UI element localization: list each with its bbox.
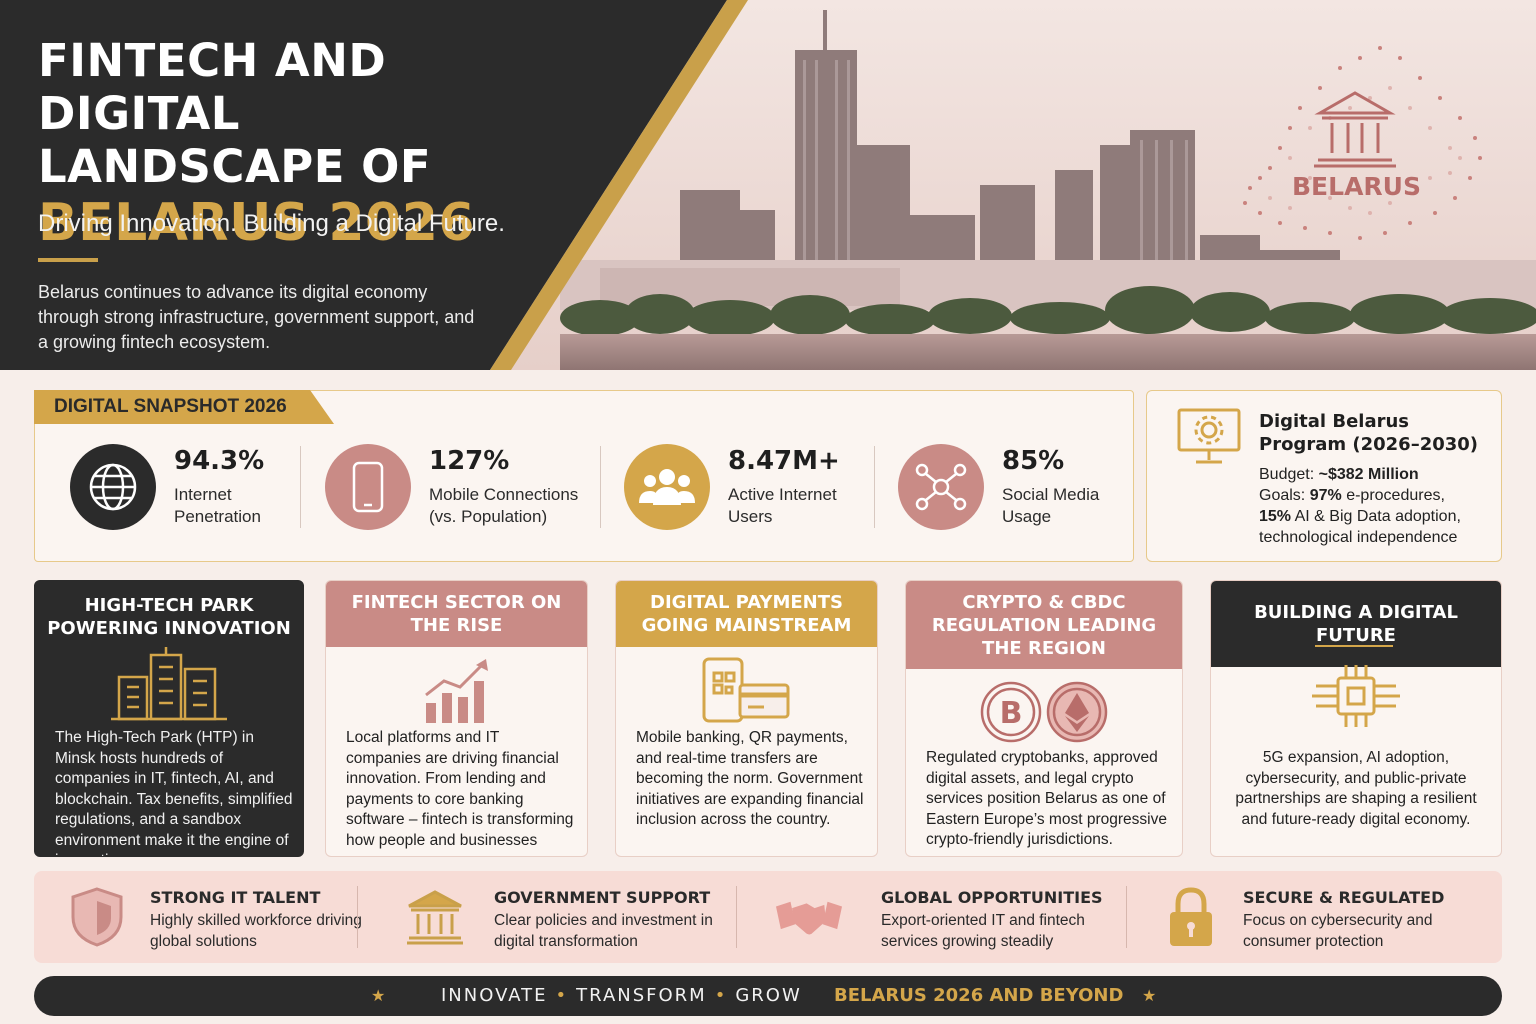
handshake-icon: [776, 884, 842, 950]
network-icon: [898, 444, 984, 530]
divider: [357, 886, 358, 948]
stat-label: Mobile Connections (vs. Population): [429, 485, 579, 526]
card-text: Local platforms and IT companies are dri…: [346, 729, 574, 856]
card-title: DIGITAL PAYMENTS GOING MAINSTREAM: [616, 581, 877, 647]
divider: [1315, 645, 1393, 647]
globe-icon: [70, 444, 156, 530]
goals-text: e-procedures,: [1346, 487, 1445, 504]
title-line-1: FINTECH AND DIGITAL: [38, 34, 387, 140]
stat-value: 94.3%: [174, 446, 265, 476]
feature-desc: Export-oriented IT and fintech services …: [881, 912, 1085, 950]
chip-icon: [1211, 661, 1501, 731]
card-crypto-cbdc: CRYPTO & CBDC REGULATION LEADING THE REG…: [905, 580, 1183, 857]
card-text: 5G expansion, AI adoption, cybersecurity…: [1235, 749, 1477, 828]
feature-title: GLOBAL OPPORTUNITIES: [881, 888, 1103, 907]
divider: [300, 446, 301, 528]
buildings-icon: [35, 647, 303, 721]
goals-label: Goals:: [1259, 487, 1306, 504]
program-details: Budget: ~$382 Million Goals: 97% e-proce…: [1259, 464, 1499, 548]
feature-desc: Clear policies and investment in digital…: [494, 912, 713, 950]
card-digital-future: BUILDING A DIGITAL FUTURE 5G expansion, …: [1210, 580, 1502, 857]
crypto-coins-icon: B: [906, 681, 1182, 743]
feature-title: SECURE & REGULATED: [1243, 888, 1445, 907]
stat-internet-penetration: 94.3% Internet Penetration: [70, 444, 300, 534]
users-icon: [624, 444, 710, 530]
goals-text: technological independence: [1259, 529, 1458, 546]
bullet-icon: •: [714, 985, 728, 1006]
card-title: FINTECH SECTOR ON THE RISE: [326, 581, 587, 647]
title-line-3: BELARUS 2026: [38, 193, 476, 253]
stat-social-media: 85% Social Media Usage: [898, 444, 1128, 534]
growth-chart-icon: [326, 657, 587, 723]
page-title: FINTECH AND DIGITAL LANDSCAPE OF BELARUS…: [38, 34, 598, 253]
program-title: Digital Belarus Program (2026–2030): [1259, 411, 1479, 455]
motto-word: TRANSFORM: [576, 985, 707, 1006]
card-text: Regulated cryptobanks, approved digital …: [926, 749, 1167, 848]
card-title: BUILDING A DIGITAL FUTURE: [1211, 581, 1501, 667]
footer-motto: INNOVATE • TRANSFORM • GROW: [441, 985, 802, 1006]
divider: [600, 446, 601, 528]
smartphone-icon: [325, 444, 411, 530]
card-fintech-sector: FINTECH SECTOR ON THE RISE Local platfor…: [325, 580, 588, 857]
features-strip: [34, 871, 1502, 963]
divider: [736, 886, 737, 948]
card-digital-payments: DIGITAL PAYMENTS GOING MAINSTREAM Mobile…: [615, 580, 878, 857]
snapshot-tab-label: DIGITAL SNAPSHOT 2026: [34, 390, 334, 424]
goals-value: 15%: [1259, 508, 1292, 525]
card-text: The High-Tech Park (HTP) in Minsk hosts …: [55, 729, 293, 856]
stat-active-users: 8.47M+ Active Internet Users: [624, 444, 864, 534]
padlock-icon: [1158, 884, 1224, 950]
svg-text:B: B: [1000, 696, 1023, 731]
stat-label: Internet Penetration: [174, 485, 261, 526]
card-title: HIGH-TECH PARK POWERING INNOVATION: [47, 595, 291, 639]
monitor-gear-icon: [1177, 408, 1241, 464]
stat-value: 8.47M+: [728, 446, 840, 476]
star-icon: ★: [1142, 988, 1157, 1005]
motto-word: INNOVATE: [441, 985, 548, 1006]
tagline: Driving Innovation. Building a Digital F…: [38, 210, 505, 237]
bullet-icon: •: [555, 985, 569, 1006]
star-icon: ★: [371, 988, 386, 1005]
footer-tagline: BELARUS 2026 AND BEYOND: [834, 985, 1124, 1006]
feature-title: GOVERNMENT SUPPORT: [494, 888, 711, 907]
feature-title: STRONG IT TALENT: [150, 888, 321, 907]
map-label: BELARUS: [1292, 172, 1421, 201]
hero-banner: BELARUS FINTECH AND DIGITAL LANDSCAPE OF…: [0, 0, 1536, 370]
budget-value: ~$382 Million: [1318, 466, 1419, 483]
card-title: CRYPTO & CBDC REGULATION LEADING THE REG…: [906, 581, 1182, 669]
goals-text: AI & Big Data adoption,: [1294, 508, 1461, 525]
goals-value: 97%: [1309, 487, 1342, 504]
title-line-2: LANDSCAPE OF: [38, 140, 432, 193]
budget-label: Budget:: [1259, 466, 1315, 483]
footer-bar: [34, 976, 1502, 1016]
card-high-tech-park: HIGH-TECH PARK POWERING INNOVATION The H…: [34, 580, 304, 857]
divider: [874, 446, 875, 528]
divider: [1126, 886, 1127, 948]
feature-desc: Focus on cybersecurity and consumer prot…: [1243, 912, 1433, 950]
government-building-icon: [402, 884, 468, 950]
divider: [38, 258, 98, 262]
mobile-payment-icon: [616, 657, 877, 723]
stat-value: 85%: [1002, 446, 1065, 476]
title-panel-background: [0, 0, 748, 370]
intro-text: Belarus continues to advance its digital…: [38, 282, 475, 352]
stat-value: 127%: [429, 446, 510, 476]
stat-label: Social Media Usage: [1002, 485, 1100, 526]
shield-icon: [64, 884, 130, 950]
feature-desc: Highly skilled workforce driving global …: [150, 912, 362, 950]
stat-label: Active Internet Users: [728, 485, 837, 526]
belarus-map-icon: [1243, 46, 1482, 240]
stat-mobile-connections: 127% Mobile Connections (vs. Population): [325, 444, 595, 534]
card-text: Mobile banking, QR payments, and real-ti…: [636, 729, 864, 828]
motto-word: GROW: [735, 985, 802, 1006]
